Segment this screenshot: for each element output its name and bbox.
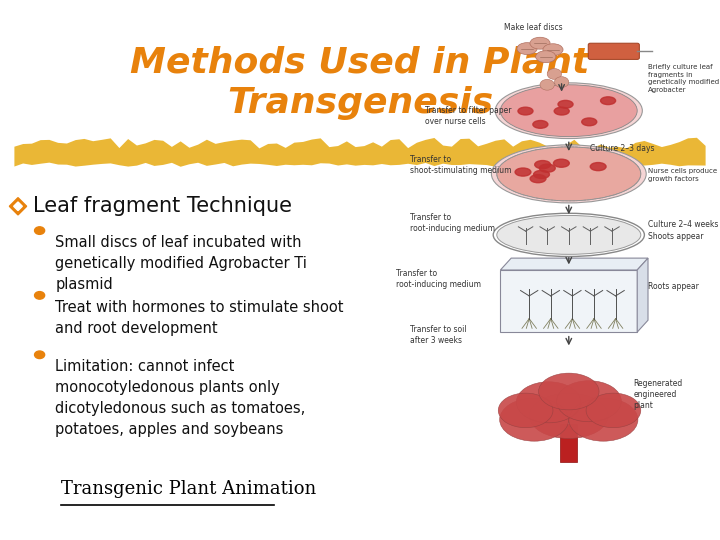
- Text: Limitation: cannot infect
monocotyledonous plants only
dicotyledonous such as to: Limitation: cannot infect monocotyledono…: [55, 359, 306, 437]
- Ellipse shape: [500, 85, 637, 137]
- Text: Shoots appear: Shoots appear: [648, 232, 703, 241]
- Text: Culture 2–3 days: Culture 2–3 days: [590, 144, 655, 153]
- Text: Transgenic Plant Animation: Transgenic Plant Animation: [61, 481, 317, 498]
- Polygon shape: [14, 138, 706, 167]
- Ellipse shape: [590, 163, 606, 171]
- Text: Briefly culture leaf
fragments in
genetically modified
Agrobacter: Briefly culture leaf fragments in geneti…: [648, 64, 719, 93]
- Ellipse shape: [534, 171, 549, 179]
- Ellipse shape: [497, 147, 641, 201]
- FancyBboxPatch shape: [588, 43, 639, 59]
- Ellipse shape: [497, 215, 641, 254]
- Ellipse shape: [518, 107, 533, 115]
- Ellipse shape: [516, 382, 581, 423]
- Bar: [560, 424, 577, 462]
- Polygon shape: [9, 198, 27, 215]
- Ellipse shape: [515, 168, 531, 176]
- Text: Transfer to
root-inducing medium: Transfer to root-inducing medium: [396, 269, 481, 289]
- Ellipse shape: [530, 37, 550, 49]
- Text: Transgenesis: Transgenesis: [227, 86, 493, 119]
- Circle shape: [554, 77, 569, 87]
- Ellipse shape: [543, 44, 563, 56]
- Ellipse shape: [582, 118, 597, 126]
- Text: Regenerated
engineered
plant: Regenerated engineered plant: [634, 379, 683, 410]
- Text: Transfer to
root-inducing medium: Transfer to root-inducing medium: [410, 213, 495, 233]
- Circle shape: [35, 292, 45, 299]
- Text: Culture 2–4 weeks: Culture 2–4 weeks: [648, 220, 719, 229]
- Ellipse shape: [492, 145, 647, 203]
- Text: Transfer to
shoot-stimulating medium: Transfer to shoot-stimulating medium: [410, 154, 512, 175]
- Ellipse shape: [495, 83, 642, 139]
- Ellipse shape: [500, 398, 569, 441]
- Ellipse shape: [600, 97, 616, 105]
- Polygon shape: [637, 258, 648, 332]
- Text: Methods Used in Plant: Methods Used in Plant: [130, 45, 590, 79]
- Circle shape: [35, 351, 45, 359]
- Ellipse shape: [558, 100, 573, 108]
- Ellipse shape: [530, 174, 546, 183]
- Circle shape: [540, 79, 554, 90]
- Circle shape: [35, 227, 45, 234]
- Circle shape: [547, 69, 562, 79]
- Ellipse shape: [586, 393, 641, 428]
- Text: Transfer to filter paper
over nurse cells: Transfer to filter paper over nurse cell…: [425, 106, 511, 126]
- Ellipse shape: [535, 160, 551, 168]
- Ellipse shape: [554, 107, 570, 115]
- Ellipse shape: [539, 164, 555, 172]
- Text: Treat with hormones to stimulate shoot
and root development: Treat with hormones to stimulate shoot a…: [55, 300, 344, 336]
- Ellipse shape: [539, 373, 599, 410]
- Text: Roots appear: Roots appear: [648, 282, 699, 291]
- Ellipse shape: [533, 120, 548, 129]
- Ellipse shape: [554, 159, 570, 167]
- Text: Make leaf discs: Make leaf discs: [504, 23, 562, 32]
- Text: Small discs of leaf incubated with
genetically modified Agrobacter Ti
plasmid: Small discs of leaf incubated with genet…: [55, 235, 307, 292]
- Ellipse shape: [529, 393, 608, 438]
- Text: Nurse cells produce
growth factors: Nurse cells produce growth factors: [648, 168, 717, 182]
- Ellipse shape: [569, 398, 638, 441]
- Ellipse shape: [557, 381, 621, 422]
- Text: Transfer to soil
after 3 weeks: Transfer to soil after 3 weeks: [410, 325, 467, 345]
- Polygon shape: [14, 202, 22, 211]
- Ellipse shape: [498, 393, 553, 428]
- Ellipse shape: [517, 43, 537, 55]
- Text: Leaf fragment Technique: Leaf fragment Technique: [33, 196, 292, 217]
- Polygon shape: [500, 258, 648, 270]
- Ellipse shape: [536, 51, 556, 63]
- FancyBboxPatch shape: [500, 270, 637, 332]
